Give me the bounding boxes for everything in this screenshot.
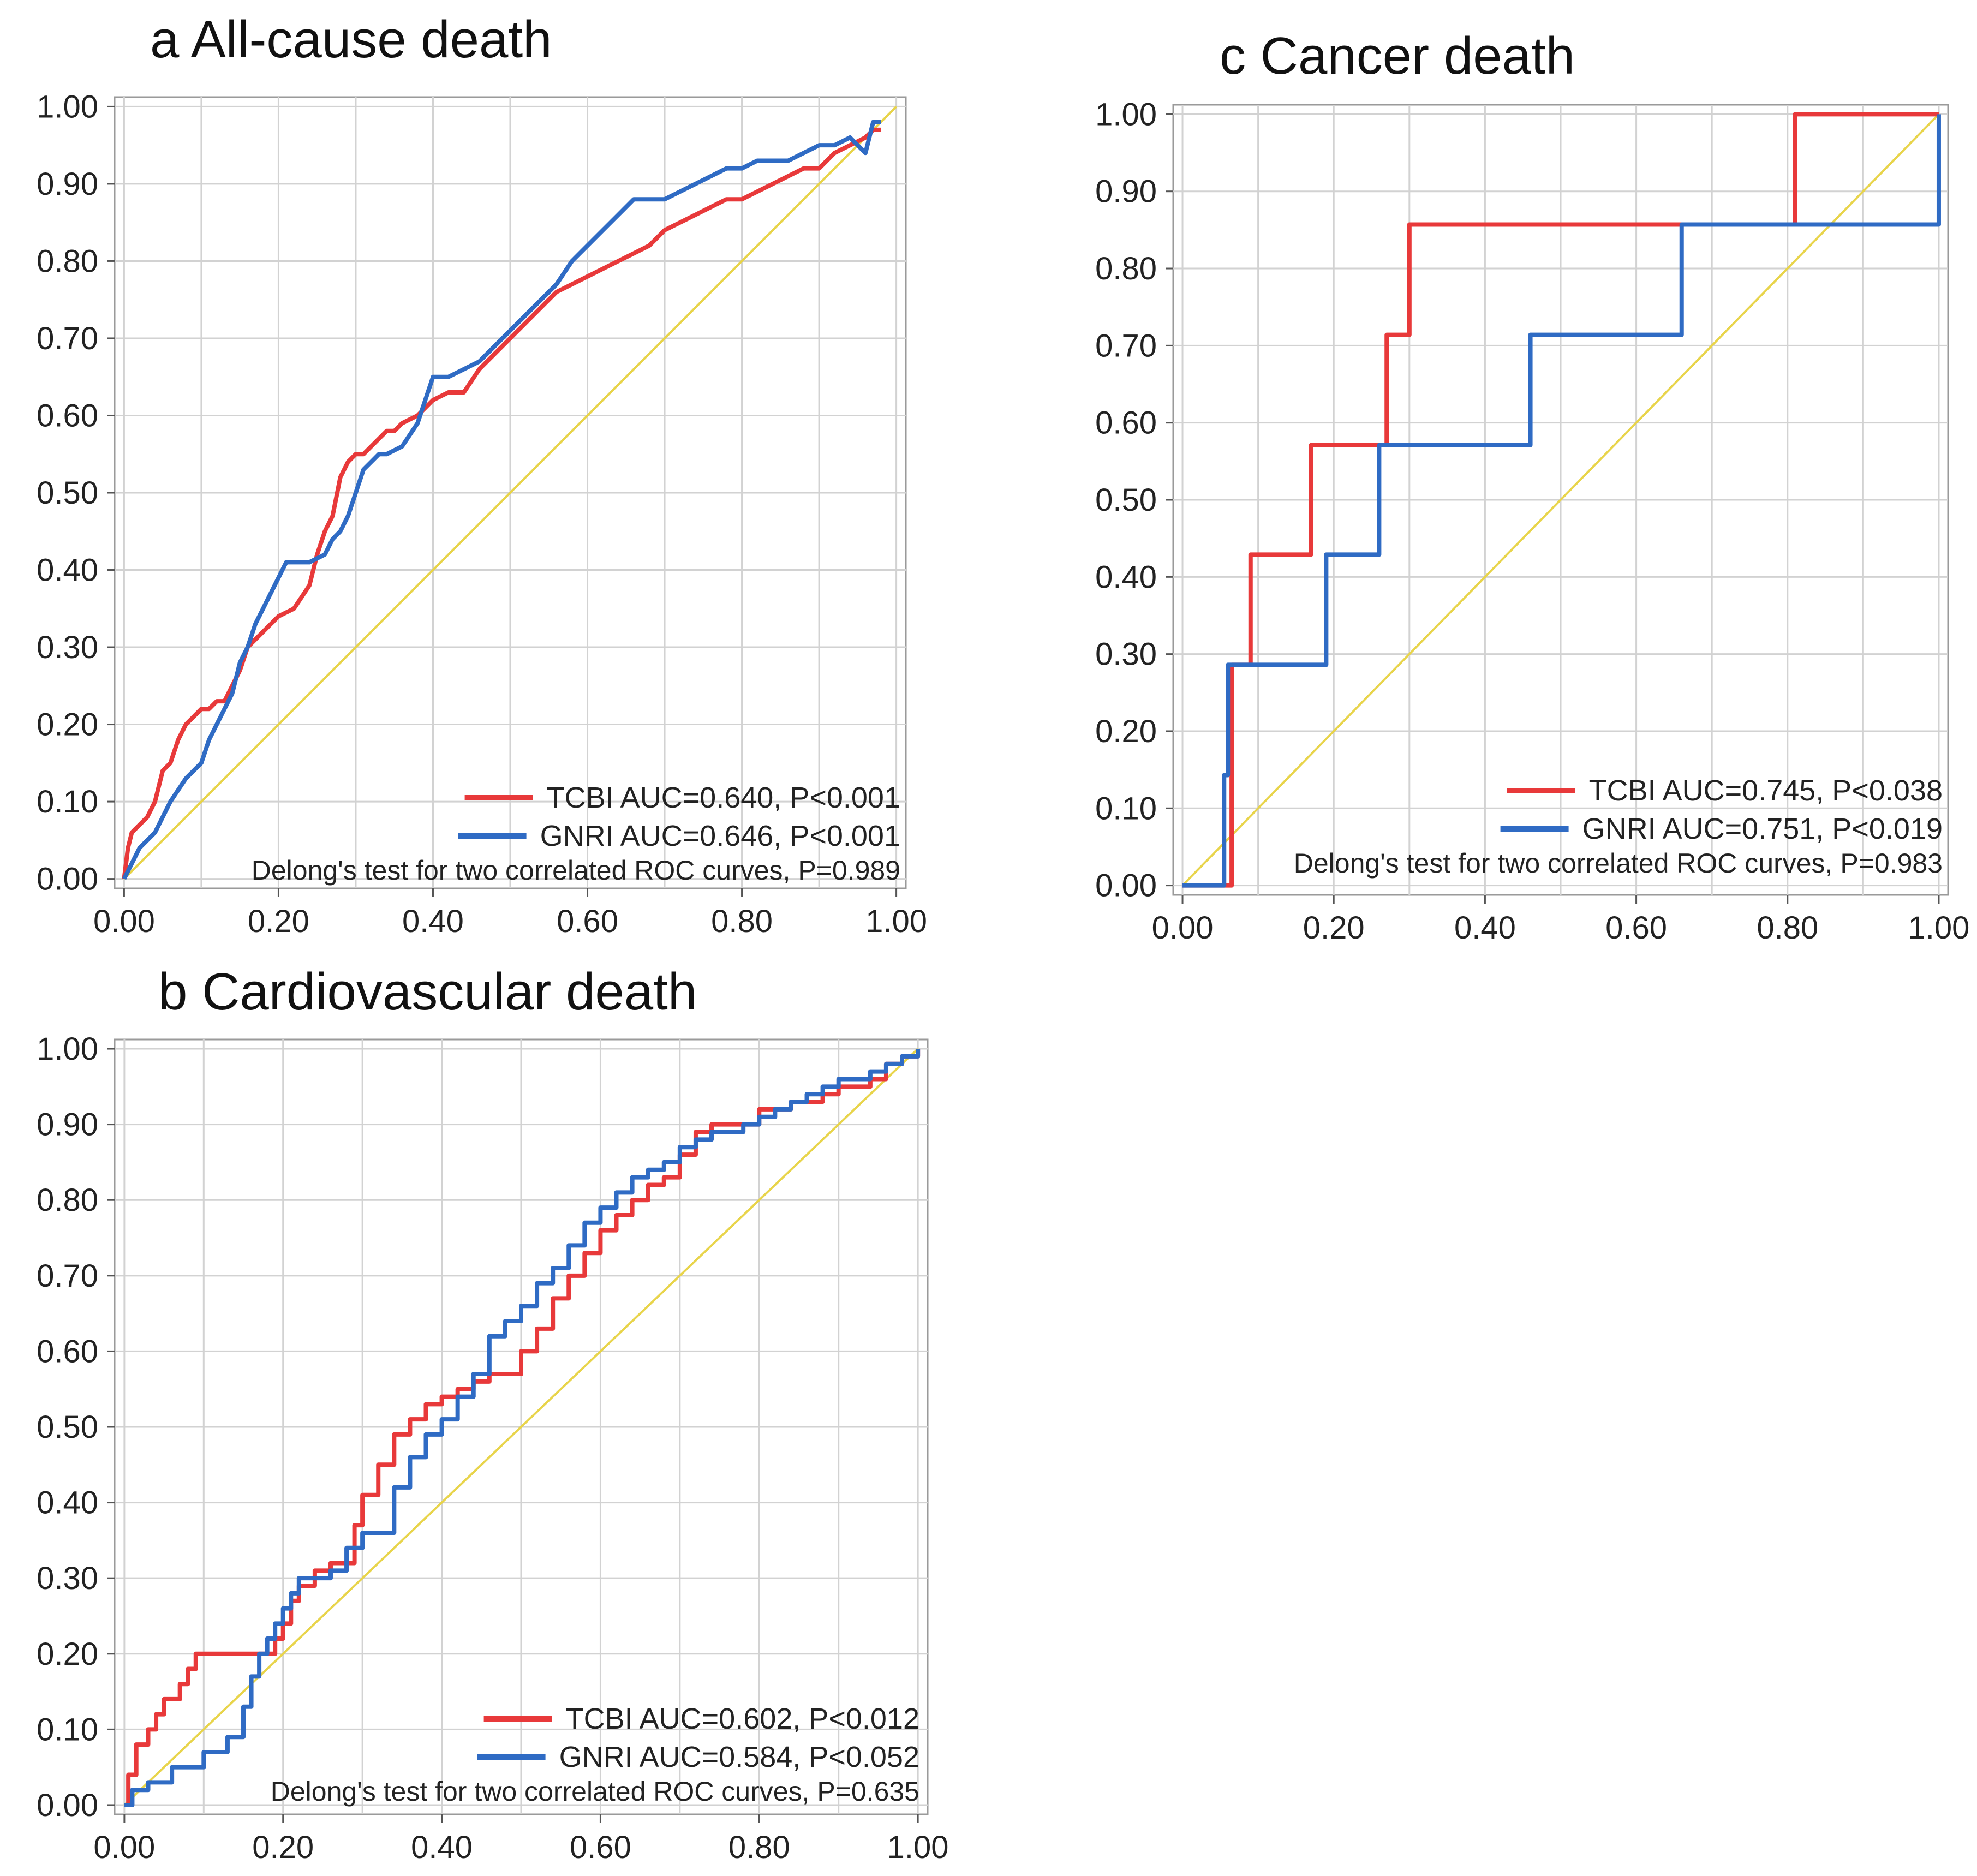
x-tick-label: 0.00	[93, 904, 155, 939]
y-tick-label: 0.20	[37, 707, 98, 743]
legend: TCBI AUC=0.640, P<0.001 GNRI AUC=0.646, P…	[252, 781, 900, 886]
panel-cancer-death: c Cancer death 0.000.100.200.300.400.500…	[1095, 27, 1969, 946]
x-tick-label: 0.60	[557, 904, 618, 939]
reference-diagonal	[1181, 113, 1940, 887]
panel-a-plot: 0.00 0.10 0.20 0.30 0.40 0.50 0.60 0.70 0.80 0.90…	[37, 89, 927, 939]
legend-label: TCBI AUC=0.640, P<0.001	[547, 781, 900, 814]
y-tick-label: 0.60	[37, 1334, 98, 1369]
y-tick-label: 0.80	[1095, 251, 1157, 286]
x-tick-label: 1.00	[1908, 910, 1970, 946]
y-tick-label: 0.90	[37, 166, 98, 202]
panel-c-title: c Cancer death	[1220, 27, 1575, 85]
x-tick-label: 0.00	[1152, 910, 1214, 946]
reference-diagonal	[123, 105, 898, 880]
y-tick-label: 0.60	[1095, 405, 1157, 441]
x-tick-label: 1.00	[887, 1830, 949, 1865]
x-tick-label: 1.00	[865, 904, 927, 939]
tcbi-roc-curve	[122, 127, 881, 880]
panel-c-plot: 0.00 0.10 0.20 0.30 0.40 0.50 0.60 0.70 0.80 0.90…	[1095, 97, 1969, 946]
y-tick-label: 0.90	[37, 1107, 98, 1143]
legend-label: GNRI AUC=0.751, P<0.019	[1582, 812, 1943, 845]
y-tick-label: 1.00	[37, 89, 98, 124]
y-tick-label: 0.40	[1095, 559, 1157, 595]
panel-b-title: b Cardiovascular death	[158, 963, 697, 1021]
x-tick-label: 0.20	[1303, 910, 1365, 946]
x-tick-label: 0.40	[411, 1830, 473, 1865]
gnri-roc-curve	[122, 120, 881, 880]
y-tick-label: 0.50	[37, 475, 98, 511]
y-tick-label: 0.70	[1095, 328, 1157, 363]
y-tick-label: 0.00	[1095, 868, 1157, 904]
x-tick-label: 0.60	[1605, 910, 1667, 946]
legend-label: TCBI AUC=0.602, P<0.012	[566, 1702, 919, 1735]
y-tick-label: 0.70	[37, 321, 98, 356]
legend: TCBI AUC=0.745, P<0.038 GNRI AUC=0.751, P…	[1294, 774, 1943, 879]
legend-label: GNRI AUC=0.584, P<0.052	[559, 1741, 919, 1773]
y-tick-label: 0.50	[1095, 482, 1157, 518]
y-tick-label: 0.40	[37, 553, 98, 588]
y-tick-label: 0.10	[1095, 791, 1157, 826]
panel-all-cause-death: a All-cause death 0.000.100.200.300.400.…	[37, 10, 927, 939]
y-tick-label: 0.30	[37, 1561, 98, 1596]
y-tick-label: 0.90	[1095, 174, 1157, 210]
x-tick-label: 0.00	[93, 1830, 155, 1865]
reference-diagonal	[123, 1048, 919, 1806]
y-tick-label: 0.30	[1095, 637, 1157, 672]
legend: TCBI AUC=0.602, P<0.012 GNRI AUC=0.584, P…	[271, 1702, 919, 1807]
panel-cardiovascular-death: b Cardiovascular death 0.000.100.200.300…	[37, 963, 948, 1865]
y-tick-label: 1.00	[1095, 97, 1157, 132]
legend-label: TCBI AUC=0.745, P<0.038	[1589, 774, 1943, 807]
y-tick-label: 0.20	[1095, 714, 1157, 749]
y-tick-label: 0.00	[37, 1788, 98, 1823]
y-tick-label: 0.00	[37, 862, 98, 897]
delong-test-note: Delong's test for two correlated ROC cur…	[1294, 848, 1943, 879]
x-tick-label: 0.40	[402, 904, 464, 939]
y-tick-label: 0.80	[37, 243, 98, 279]
y-tick-label: 0.10	[37, 1712, 98, 1747]
y-tick-label: 0.20	[37, 1636, 98, 1672]
tcbi-roc-curve	[1182, 112, 1939, 888]
panel-a-title: a All-cause death	[150, 10, 552, 69]
x-tick-label: 0.40	[1454, 910, 1516, 946]
x-tick-label: 0.20	[252, 1830, 314, 1865]
delong-test-note: Delong's test for two correlated ROC cur…	[271, 1776, 919, 1807]
y-tick-label: 0.30	[37, 630, 98, 665]
y-tick-label: 0.80	[37, 1182, 98, 1218]
y-tick-label: 0.60	[37, 398, 98, 433]
x-tick-label: 0.20	[248, 904, 309, 939]
gnri-roc-curve	[1182, 114, 1941, 888]
y-tick-label: 0.10	[37, 784, 98, 820]
y-tick-label: 0.70	[37, 1258, 98, 1294]
delong-test-note: Delong's test for two correlated ROC cur…	[252, 855, 900, 886]
y-tick-label: 0.50	[37, 1409, 98, 1445]
y-tick-label: 1.00	[37, 1031, 98, 1067]
legend-label: GNRI AUC=0.646, P<0.001	[540, 820, 900, 852]
x-tick-label: 0.80	[728, 1830, 790, 1865]
y-tick-label: 0.40	[37, 1485, 98, 1521]
x-tick-label: 0.80	[711, 904, 773, 939]
panel-b-plot: 0.00 0.10 0.20 0.30 0.40 0.50 0.60 0.70 0.80 0.90…	[37, 1031, 948, 1865]
x-tick-label: 0.80	[1757, 910, 1818, 946]
gnri-roc-curve	[124, 1049, 921, 1807]
x-tick-label: 0.60	[570, 1830, 631, 1865]
